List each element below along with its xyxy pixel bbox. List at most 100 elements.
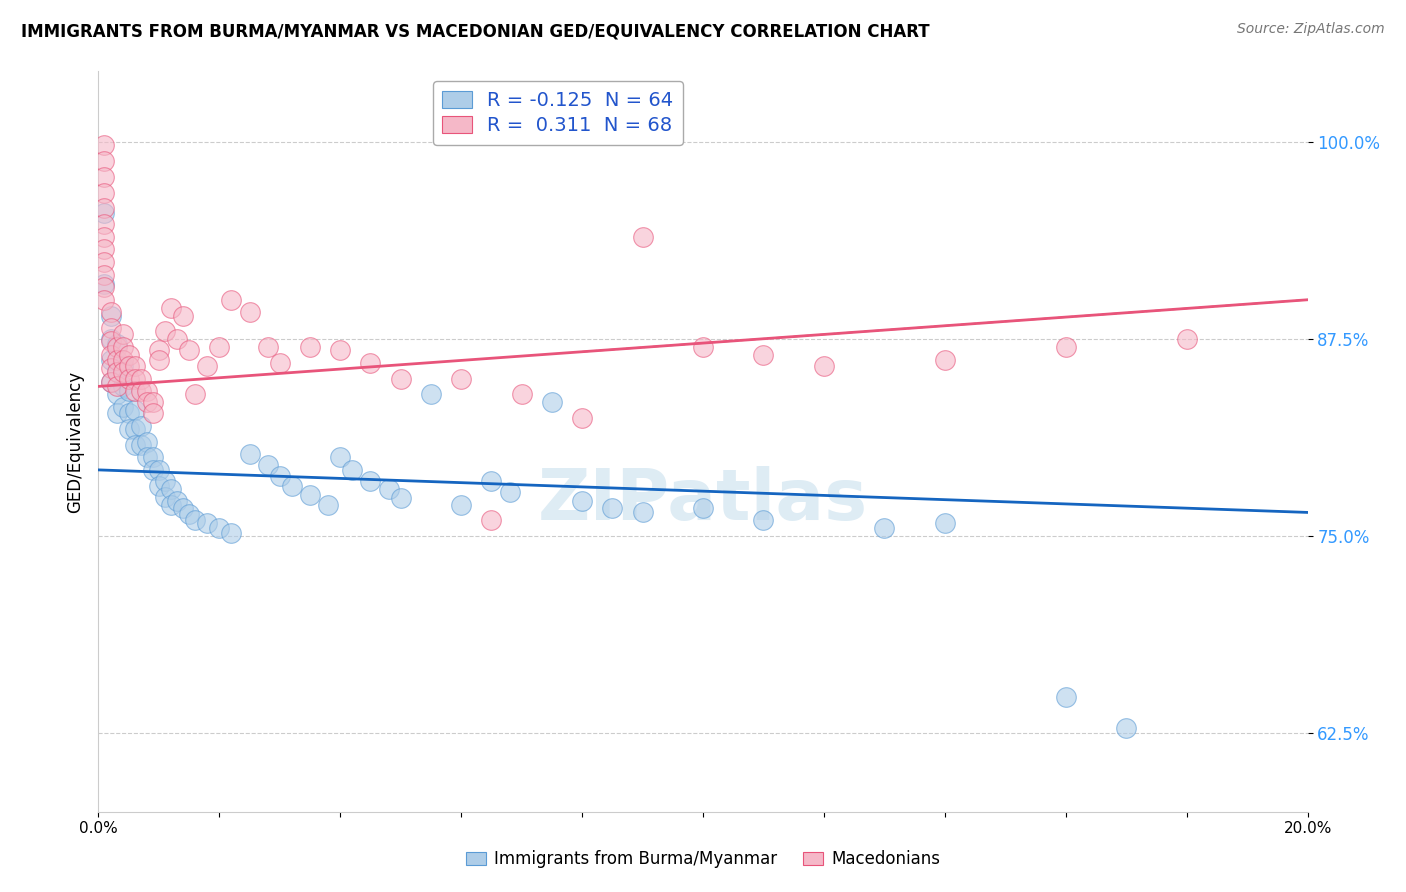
Point — [631, 505, 654, 519]
Point — [100, 305, 122, 319]
Point — [111, 379, 134, 393]
Point — [166, 332, 188, 346]
Point — [118, 348, 141, 362]
Point — [360, 474, 382, 488]
Point — [153, 474, 176, 488]
Point — [93, 243, 115, 257]
Point — [208, 521, 231, 535]
Point — [105, 406, 128, 420]
Point — [93, 138, 115, 153]
Point — [93, 268, 115, 282]
Point — [111, 352, 134, 367]
Point — [135, 434, 157, 449]
Point — [510, 387, 533, 401]
Point — [208, 340, 231, 354]
Point — [129, 371, 152, 385]
Point — [118, 406, 141, 420]
Point — [105, 352, 128, 367]
Point — [124, 438, 146, 452]
Point — [142, 406, 165, 420]
Point — [100, 309, 122, 323]
Point — [100, 334, 122, 348]
Point — [934, 352, 956, 367]
Point — [118, 422, 141, 436]
Point — [100, 360, 122, 375]
Point — [269, 356, 291, 370]
Point — [221, 293, 243, 307]
Point — [124, 422, 146, 436]
Point — [389, 491, 412, 506]
Point — [148, 352, 170, 367]
Point — [124, 371, 146, 385]
Point — [100, 332, 122, 346]
Point — [813, 359, 835, 373]
Point — [135, 450, 157, 465]
Point — [1175, 332, 1198, 346]
Point — [179, 507, 201, 521]
Point — [481, 513, 503, 527]
Point — [148, 463, 170, 477]
Point — [256, 458, 278, 472]
Point — [105, 379, 128, 393]
Point — [692, 500, 714, 515]
Point — [172, 309, 194, 323]
Point — [420, 387, 443, 401]
Point — [118, 371, 141, 385]
Point — [184, 513, 207, 527]
Point — [752, 348, 775, 362]
Point — [124, 403, 146, 417]
Point — [100, 375, 122, 389]
Point — [1054, 340, 1077, 354]
Point — [540, 395, 562, 409]
Point — [100, 348, 122, 362]
Point — [142, 395, 165, 409]
Point — [256, 340, 278, 354]
Point — [93, 229, 115, 244]
Point — [498, 485, 520, 500]
Point — [105, 337, 128, 351]
Point — [692, 340, 714, 354]
Point — [299, 340, 322, 354]
Point — [631, 229, 654, 244]
Point — [602, 500, 624, 515]
Point — [111, 365, 134, 379]
Point — [299, 488, 322, 502]
Point — [342, 463, 364, 477]
Point — [100, 352, 122, 367]
Point — [111, 400, 134, 414]
Point — [172, 500, 194, 515]
Text: IMMIGRANTS FROM BURMA/MYANMAR VS MACEDONIAN GED/EQUIVALENCY CORRELATION CHART: IMMIGRANTS FROM BURMA/MYANMAR VS MACEDON… — [21, 22, 929, 40]
Point — [160, 498, 183, 512]
Point — [377, 482, 399, 496]
Point — [142, 463, 165, 477]
Point — [129, 418, 152, 433]
Point — [93, 293, 115, 307]
Point — [105, 365, 128, 379]
Point — [105, 387, 128, 401]
Point — [221, 525, 243, 540]
Point — [124, 359, 146, 373]
Point — [184, 387, 207, 401]
Point — [93, 186, 115, 200]
Y-axis label: GED/Equivalency: GED/Equivalency — [66, 370, 84, 513]
Point — [329, 343, 352, 358]
Point — [239, 447, 262, 461]
Point — [160, 482, 183, 496]
Point — [934, 516, 956, 531]
Point — [93, 255, 115, 269]
Point — [148, 343, 170, 358]
Point — [93, 217, 115, 231]
Text: Source: ZipAtlas.com: Source: ZipAtlas.com — [1237, 22, 1385, 37]
Point — [93, 206, 115, 220]
Point — [873, 521, 896, 535]
Point — [450, 498, 472, 512]
Legend: Immigrants from Burma/Myanmar, Macedonians: Immigrants from Burma/Myanmar, Macedonia… — [460, 844, 946, 875]
Point — [93, 280, 115, 294]
Point — [100, 375, 122, 389]
Point — [179, 343, 201, 358]
Point — [389, 371, 412, 385]
Point — [239, 305, 262, 319]
Point — [135, 395, 157, 409]
Point — [93, 202, 115, 216]
Point — [571, 494, 593, 508]
